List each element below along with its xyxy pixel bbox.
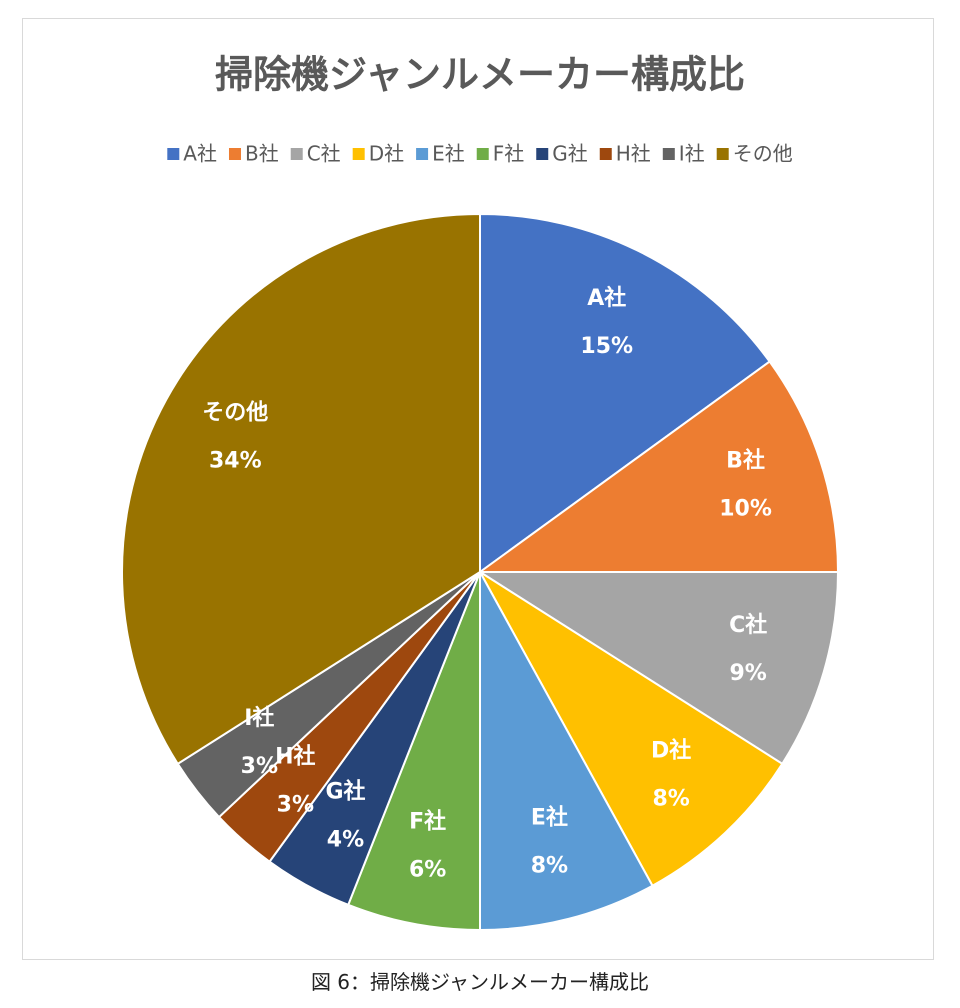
legend-label: C社 — [307, 142, 341, 166]
legend-swatch — [716, 148, 729, 160]
legend: A社 B社 C社 D社 E社 F社 G社 H社 I社 その他 — [167, 142, 793, 166]
pie-slice — [121, 212, 481, 766]
pie-slice — [476, 571, 840, 766]
pie-slice — [346, 571, 481, 932]
data-label-name: E社 — [531, 804, 568, 830]
data-label-name: A社 — [587, 285, 626, 311]
data-label-name: C社 — [729, 612, 767, 638]
legend-label: I社 — [679, 142, 705, 166]
legend-label: A社 — [183, 142, 217, 166]
data-label-value: 4% — [327, 828, 364, 853]
data-label-name: F社 — [409, 808, 446, 834]
legend-label: H社 — [616, 142, 651, 166]
data-label-value: 9% — [729, 661, 766, 686]
legend-label: E社 — [432, 142, 465, 166]
legend-label: F社 — [493, 142, 525, 166]
legend-swatch — [416, 148, 429, 160]
legend-swatch — [167, 148, 180, 160]
data-label-value: 34% — [209, 448, 262, 473]
legend-item: A社 — [167, 142, 217, 166]
chart-title: 掃除機ジャンルメーカー構成比 — [215, 53, 745, 97]
pie-slice — [479, 212, 772, 574]
legend-item: C社 — [290, 142, 341, 166]
legend-label: B社 — [245, 142, 279, 166]
data-label-name: H社 — [275, 743, 315, 769]
data-label-name: B社 — [726, 448, 765, 474]
legend-item: E社 — [416, 142, 465, 166]
data-label-value: 3% — [277, 792, 314, 817]
legend-item: G社 — [536, 142, 588, 166]
legend-item: H社 — [599, 142, 651, 166]
legend-item: I社 — [662, 142, 705, 166]
data-label-name: I社 — [244, 705, 274, 731]
legend-swatch — [662, 148, 675, 160]
legend-item: D社 — [352, 142, 404, 166]
legend-swatch — [599, 148, 612, 160]
data-label-value: 10% — [719, 497, 772, 522]
legend-swatch — [536, 148, 549, 160]
data-label-value: 8% — [652, 787, 689, 812]
legend-swatch — [476, 148, 489, 160]
chart-frame — [22, 18, 934, 960]
pie-slice — [479, 571, 654, 932]
data-label-name: G社 — [325, 779, 365, 805]
data-label-value: 8% — [531, 853, 568, 878]
legend-label: その他 — [733, 142, 793, 166]
legend-swatch — [290, 148, 303, 160]
legend-item: F社 — [476, 142, 525, 166]
legend-label: G社 — [552, 142, 588, 166]
caption: 図 6：掃除機ジャンルメーカー構成比 — [310, 970, 650, 994]
data-label-value: 6% — [409, 857, 446, 882]
pie-slice — [476, 360, 840, 573]
data-label-value: 3% — [241, 754, 278, 779]
legend-swatch — [228, 148, 241, 160]
legend-label: D社 — [369, 142, 404, 166]
data-label-value: 15% — [580, 334, 633, 359]
pie-slice — [479, 571, 784, 888]
legend-item: B社 — [228, 142, 279, 166]
legend-item: その他 — [716, 142, 793, 166]
data-label-name: その他 — [202, 400, 268, 425]
data-label-name: D社 — [651, 738, 691, 764]
legend-swatch — [352, 148, 365, 160]
